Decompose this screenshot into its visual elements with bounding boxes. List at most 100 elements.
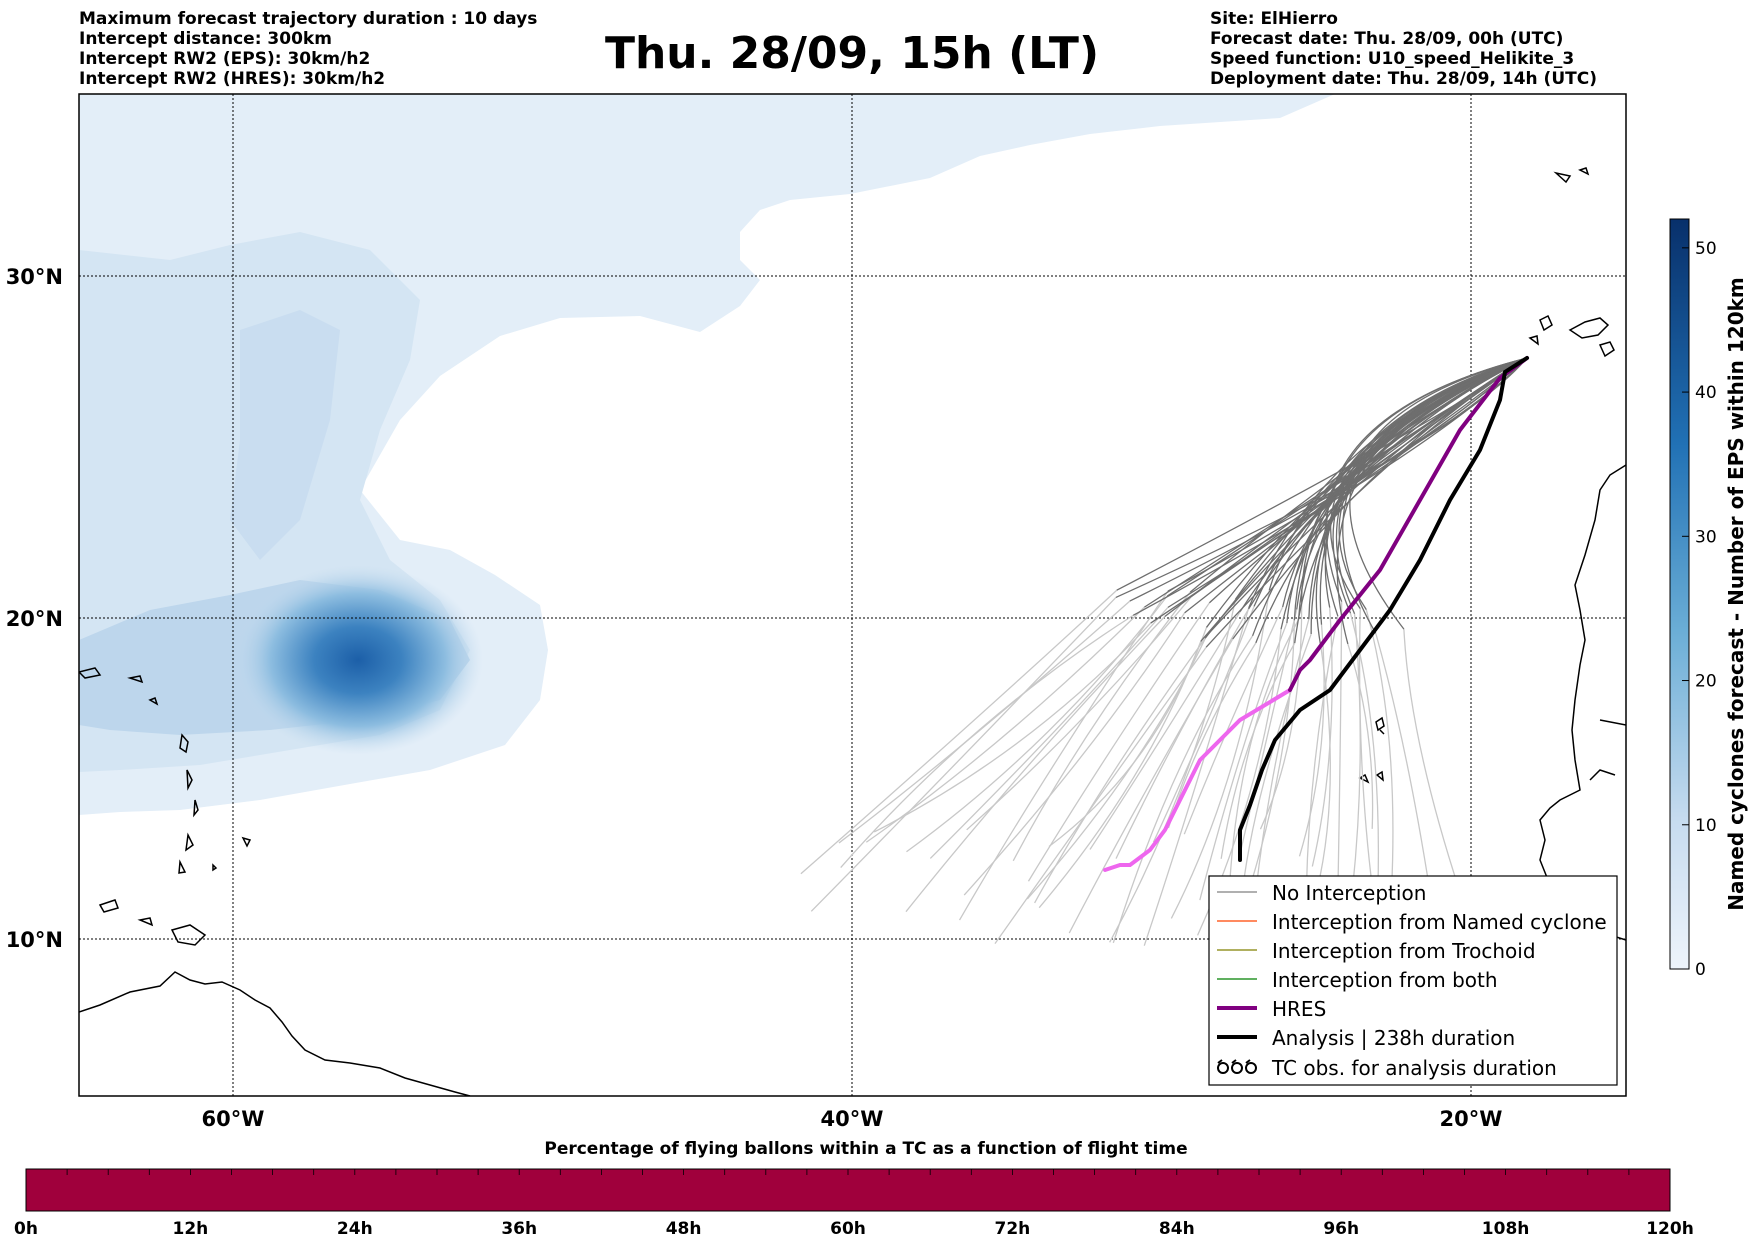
ensemble-trajectory xyxy=(1012,591,1191,862)
ensemble-trajectory xyxy=(1068,638,1234,934)
time-bar-tick-label: 48h xyxy=(666,1219,702,1239)
cyclone-hotspot xyxy=(233,565,483,755)
ensemble-trajectory xyxy=(1349,613,1380,918)
time-bar-tick-label: 120h xyxy=(1646,1219,1694,1239)
time-bar-tick-label: 24h xyxy=(337,1219,373,1239)
ensemble-trajectory xyxy=(1048,627,1208,847)
legend-item: No Interception xyxy=(1217,881,1426,905)
tc-symbol-icon xyxy=(1217,1059,1257,1074)
colorbar-scale xyxy=(1669,218,1690,970)
legend-label: TC obs. for analysis duration xyxy=(1271,1056,1557,1080)
ensemble-trajectory xyxy=(1166,357,1528,597)
lon-tick-label: 60°W xyxy=(202,1107,265,1131)
time-bar: Percentage of flying ballons within a TC… xyxy=(14,1139,1694,1239)
lon-tick-label: 40°W xyxy=(821,1107,884,1131)
ensemble-trajectory xyxy=(1115,608,1250,859)
lat-tick-label: 20°N xyxy=(6,607,63,631)
lon-tick-label: 20°W xyxy=(1440,1107,1503,1131)
ensemble-trajectory xyxy=(1183,606,1284,835)
ensemble-trajectory xyxy=(1170,590,1270,919)
legend-label: Interception from Named cyclone xyxy=(1272,910,1607,934)
legend-label: HRES xyxy=(1272,997,1326,1021)
time-bar-tick-label: 96h xyxy=(1323,1219,1359,1239)
colorbar-tick-label: 0 xyxy=(1695,960,1706,980)
ensemble-trajectory xyxy=(1308,357,1528,620)
time-bar-tick-label: 36h xyxy=(501,1219,537,1239)
canary-islands xyxy=(1528,314,1615,358)
lat-tick-label: 10°N xyxy=(6,928,63,952)
lesser-antilles xyxy=(178,733,199,874)
ensemble-trajectory xyxy=(838,600,1131,844)
ensemble-trajectory xyxy=(1199,622,1288,901)
western-sahara-detail xyxy=(1589,719,1626,781)
legend-item: Analysis | 238h duration xyxy=(1217,1026,1515,1050)
ensemble-trajectories-early xyxy=(1115,357,1528,648)
ensemble-trajectory xyxy=(1336,601,1343,909)
legend-item: Interception from Named cyclone xyxy=(1217,910,1607,934)
ensemble-trajectory xyxy=(1034,637,1206,904)
ensemble-trajectory xyxy=(1294,357,1528,644)
virgin-islands xyxy=(79,667,159,706)
time-bar-tick-label: 12h xyxy=(173,1219,209,1239)
trinidad xyxy=(170,924,207,946)
ensemble-trajectory xyxy=(1298,624,1325,857)
time-bar-title: Percentage of flying ballons within a TC… xyxy=(544,1139,1187,1159)
ensemble-trajectory xyxy=(1112,635,1254,944)
ensemble-trajectory xyxy=(1259,602,1303,830)
colorbar: 0 10 20 30 40 50 Named cyclones forecast - Nu… xyxy=(1669,218,1748,980)
colorbar-tick-label: 10 xyxy=(1695,816,1717,836)
cyclone-density-field xyxy=(79,94,1335,815)
ensemble-trajectory xyxy=(1296,357,1528,610)
ensemble-trajectory xyxy=(1089,611,1241,850)
ensemble-trajectory xyxy=(906,595,1168,853)
ensemble-trajectory xyxy=(800,589,1118,875)
trajectories xyxy=(800,356,1529,955)
ensemble-trajectory xyxy=(929,606,1169,859)
ensemble-trajectory xyxy=(1365,609,1394,914)
header-right-line: Site: ElHierro xyxy=(1210,9,1338,29)
map-frame xyxy=(78,93,1627,1097)
header-right-line: Forecast date: Thu. 28/09, 00h (UTC) xyxy=(1210,29,1563,49)
time-bar-tick-label: 108h xyxy=(1482,1219,1530,1239)
ensemble-trajectory xyxy=(1324,357,1528,608)
map-panel: 30°N 20°N 10°N 60°W 40°W 20°W No Interce… xyxy=(6,93,1627,1131)
density-streak xyxy=(230,310,340,560)
colorbar-tick-label: 50 xyxy=(1695,239,1717,259)
legend-label: Interception from Trochoid xyxy=(1272,939,1536,963)
ensemble-trajectory xyxy=(1403,629,1468,913)
header-right: Site: ElHierro Forecast date: Thu. 28/09… xyxy=(1210,9,1597,89)
ensemble-trajectory xyxy=(865,606,1145,843)
legend-item: TC obs. for analysis duration xyxy=(1217,1056,1557,1080)
figure-title: Thu. 28/09, 15h (LT) xyxy=(605,28,1099,79)
ensemble-trajectory xyxy=(1152,606,1255,843)
ensemble-trajectory xyxy=(1239,609,1298,853)
legend-label: Analysis | 238h duration xyxy=(1272,1026,1515,1050)
time-bar-tick-label: 60h xyxy=(830,1219,866,1239)
legend: No Interception Interception from Named … xyxy=(1208,875,1618,1086)
lat-tick-label: 30°N xyxy=(6,265,63,289)
analysis-trajectory xyxy=(1238,356,1529,862)
ensemble-trajectory xyxy=(1109,599,1237,943)
antilles-east xyxy=(212,836,252,872)
colorbar-tick-label: 30 xyxy=(1695,527,1717,547)
hres-trajectory-early xyxy=(1288,356,1529,692)
colorbar-label: Named cyclones forecast - Number of EPS … xyxy=(1724,277,1748,911)
south-america-coast xyxy=(79,971,471,1096)
cape-verde xyxy=(1358,716,1385,784)
ensemble-trajectory xyxy=(1347,643,1374,829)
header-left-line: Intercept RW2 (EPS): 30km/h2 xyxy=(79,49,370,69)
legend-item: Interception from both xyxy=(1217,968,1498,992)
ensemble-trajectory xyxy=(1311,607,1333,867)
header-left-line: Intercept distance: 300km xyxy=(79,29,332,49)
ensemble-trajectory xyxy=(963,612,1186,896)
time-bar-tick-label: 72h xyxy=(995,1219,1031,1239)
ensemble-trajectory xyxy=(1220,642,1296,859)
time-bar-minor-ticks xyxy=(25,1169,1671,1175)
madeira xyxy=(1553,167,1590,184)
ensemble-trajectory xyxy=(958,590,1169,921)
time-bar-tick-label: 0h xyxy=(14,1219,38,1239)
time-bar-tick-labels: 0h 12h 24h 36h 48h 60h 72h 84h 96h 108h 120h xyxy=(14,1219,1694,1239)
header-left-line: Maximum forecast trajectory duration : 1… xyxy=(79,9,537,29)
header-right-line: Deployment date: Thu. 28/09, 14h (UTC) xyxy=(1210,69,1597,89)
